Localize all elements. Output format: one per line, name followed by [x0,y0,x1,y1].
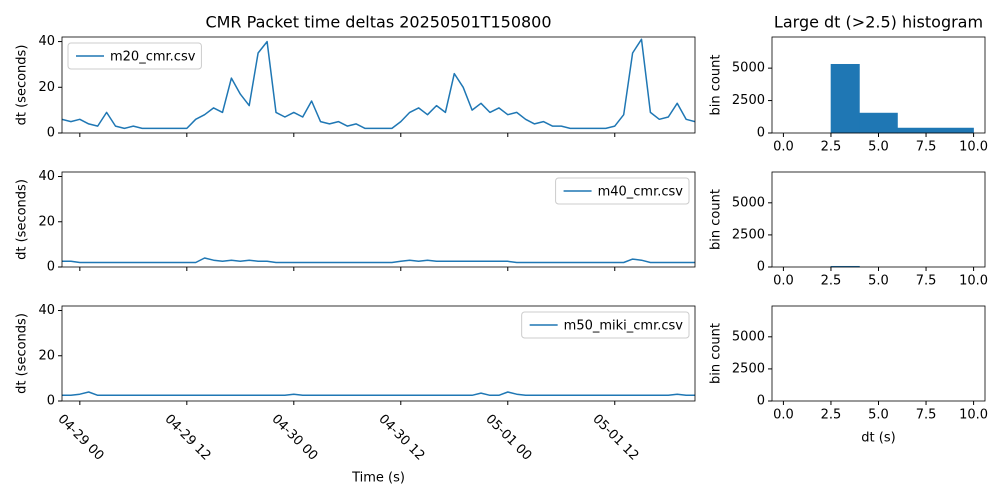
y-tick-label: 20 [38,80,55,95]
y-tick-label: 2500 [732,227,765,242]
y-axis-label: dt (seconds) [15,45,30,126]
y-tick-label: 40 [38,169,55,184]
x-tick-label: 0.0 [773,140,794,155]
y-tick-label: 5000 [732,195,765,210]
x-tick-label: 10.0 [959,140,988,155]
axes-frame [61,305,696,402]
y-tick-label: 0 [757,126,765,141]
x-tick-label: 0.0 [773,274,794,289]
y-tick-label: 0 [757,394,765,409]
y-tick-label: 2500 [732,361,765,376]
x-tick-label: 5.0 [868,408,889,423]
axes-frame [61,36,696,134]
x-axis-label: dt (s) [861,431,895,446]
y-tick-label: 5000 [732,61,765,76]
data-line [62,257,695,264]
x-tick-label: 7.5 [916,274,937,289]
y-tick-label: 2500 [732,93,765,108]
y-tick-label: 40 [38,303,55,318]
chart-title: CMR Packet time deltas 20250501T150800 [205,13,551,32]
legend-box [555,177,690,205]
x-tick-label: 10.0 [959,274,988,289]
x-tick-label: 04-30 00 [268,412,320,464]
legend-label: m20_cmr.csv [110,50,196,65]
x-tick-label: 2.5 [821,408,842,423]
x-axis-label: Time (s) [351,471,405,486]
legend-box [521,311,690,339]
axes-frame [771,305,986,402]
legend-label: m50_miki_cmr.csv [564,319,684,334]
axes-frame [771,36,986,134]
y-axis-label: dt (seconds) [15,313,30,394]
y-axis-label: bin count [709,323,724,384]
y-tick-label: 0 [47,126,55,141]
x-tick-label: 10.0 [959,408,988,423]
data-line [62,38,695,130]
chart-title: Large dt (>2.5) histogram [774,13,983,32]
legend-box [67,42,202,70]
x-tick-label: 5.0 [868,274,889,289]
hist-bar [859,112,898,134]
hist-bar [830,63,860,134]
axes-frame [61,171,696,268]
y-tick-label: 0 [757,260,765,275]
hist-bar [897,127,974,134]
x-tick-label: 7.5 [916,408,937,423]
legend-label: m40_cmr.csv [598,185,684,200]
y-tick-label: 20 [38,214,55,229]
x-tick-label: 7.5 [916,140,937,155]
x-tick-label: 04-29 12 [162,412,214,464]
y-tick-label: 0 [47,260,55,275]
x-tick-label: 5.0 [868,140,889,155]
x-tick-label: 04-30 12 [375,412,427,464]
y-tick-label: 5000 [732,329,765,344]
legend: m20_cmr.csv [67,42,202,70]
x-tick-label: 2.5 [821,274,842,289]
x-tick-label: 05-01 12 [589,412,641,464]
x-tick-label: 0.0 [773,408,794,423]
y-axis-label: bin count [709,189,724,250]
y-axis-label: bin count [709,55,724,116]
legend: m50_miki_cmr.csv [521,311,690,339]
data-line [62,391,695,397]
legend: m40_cmr.csv [555,177,690,205]
x-tick-label: 2.5 [821,140,842,155]
x-tick-label: 05-01 00 [482,412,534,464]
x-tick-label: 04-29 00 [55,412,107,464]
y-tick-label: 0 [47,394,55,409]
y-tick-label: 20 [38,348,55,363]
y-tick-label: 40 [38,34,55,49]
y-axis-label: dt (seconds) [15,179,30,260]
axes-frame [771,171,986,268]
